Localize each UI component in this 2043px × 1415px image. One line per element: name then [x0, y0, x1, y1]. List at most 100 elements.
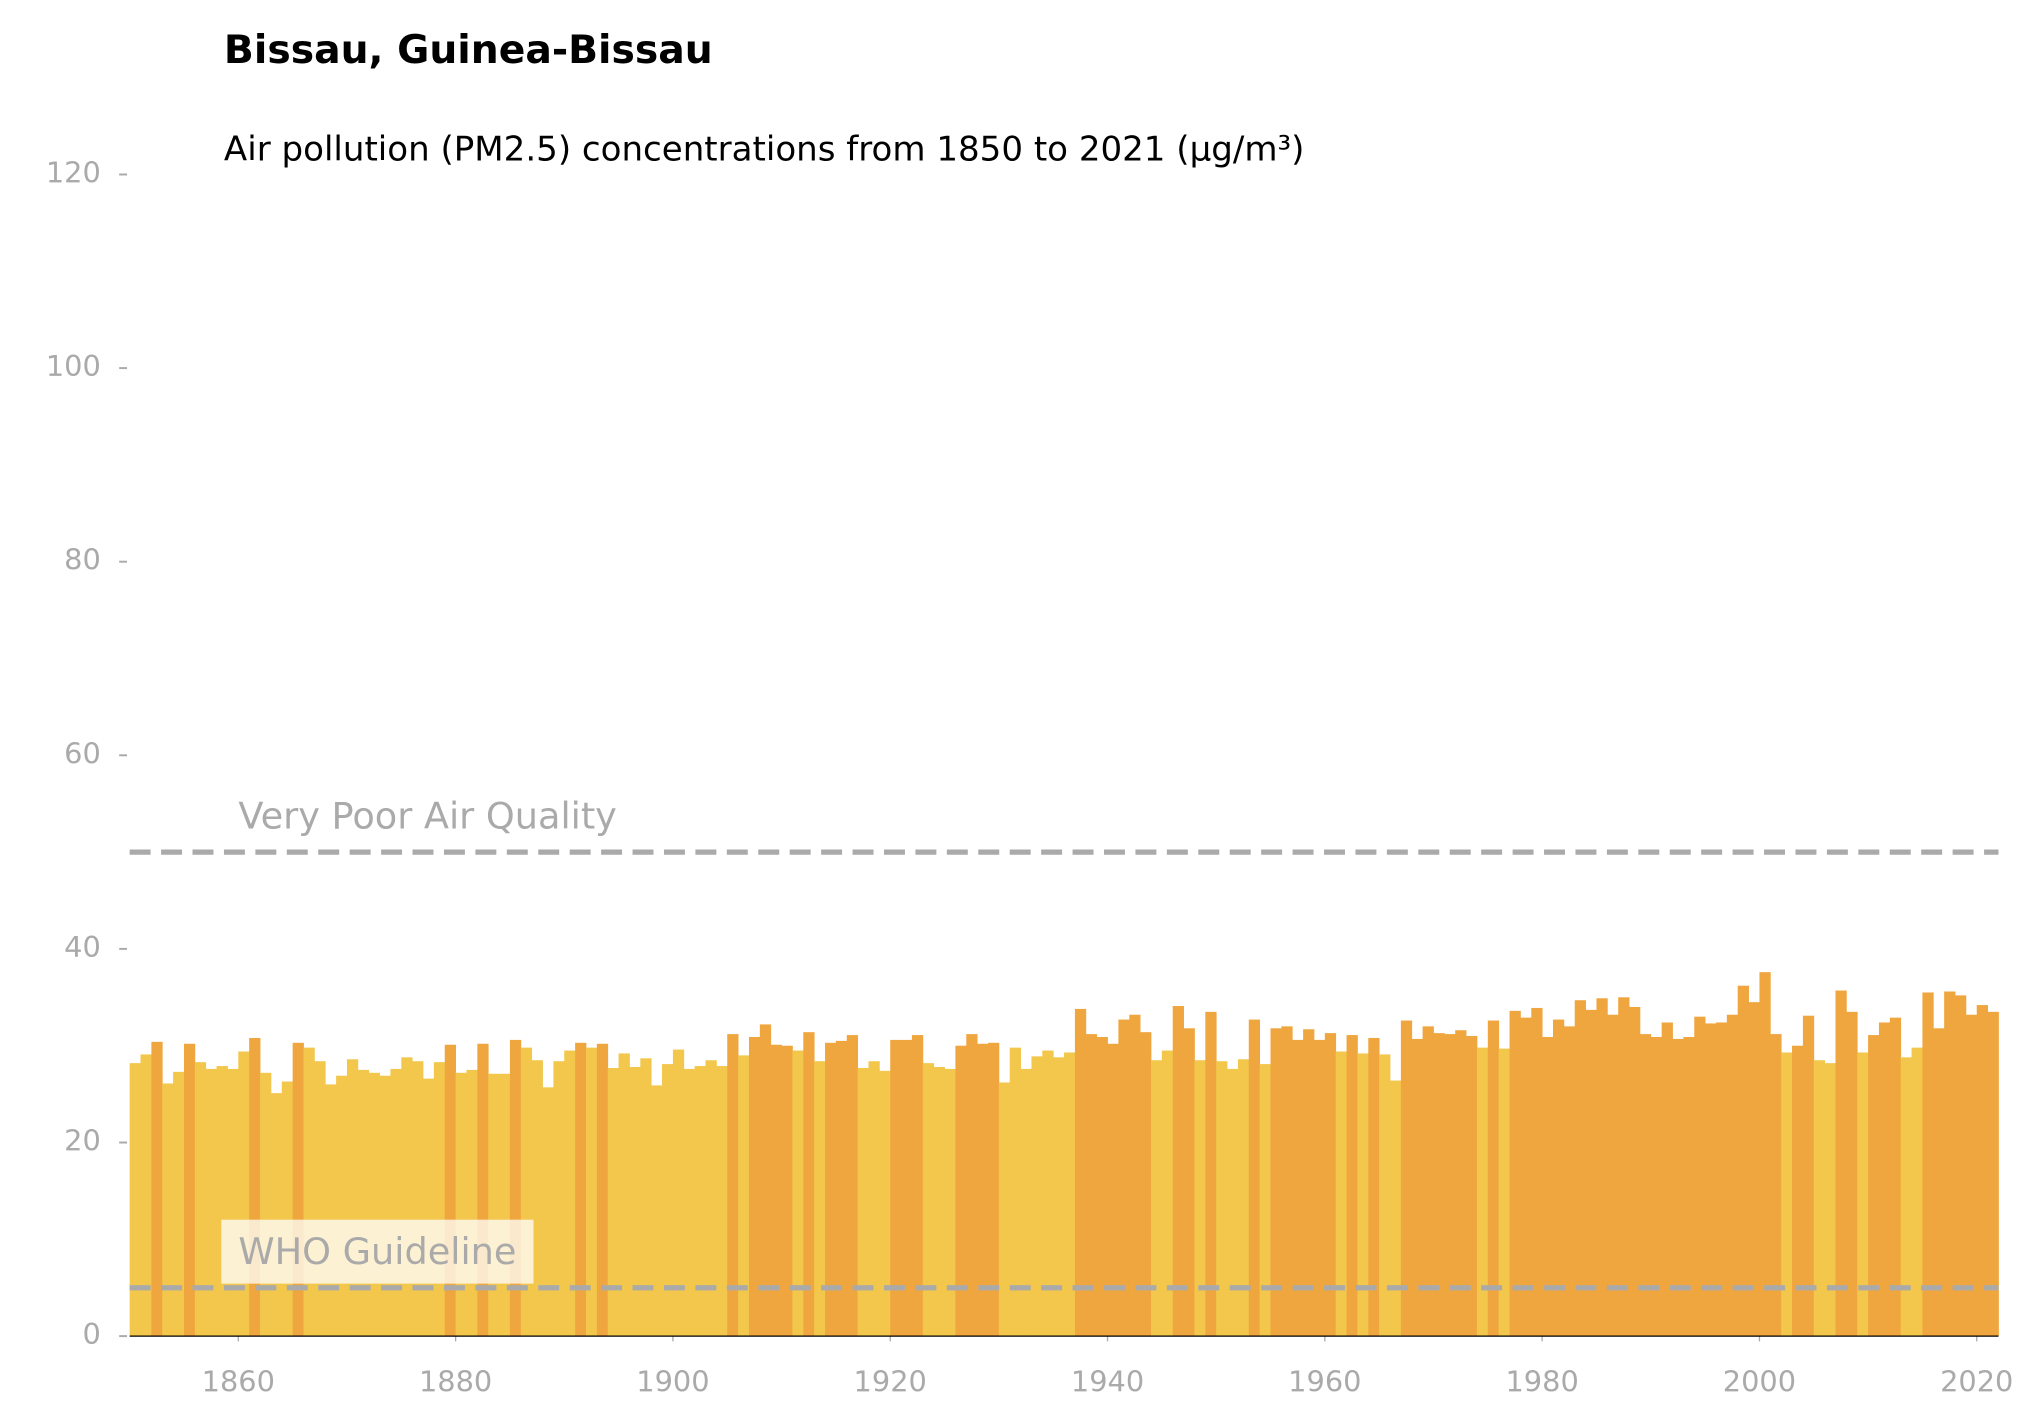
- bar: [1813, 1060, 1826, 1337]
- bar: [509, 1039, 522, 1337]
- bar: [1748, 1002, 1760, 1337]
- bar: [270, 1093, 283, 1337]
- bar: [1639, 1034, 1652, 1337]
- bar: [1216, 1061, 1228, 1337]
- bar: [716, 1066, 728, 1337]
- bar: [596, 1043, 609, 1337]
- bar: [1629, 1006, 1641, 1337]
- bar: [585, 1047, 598, 1337]
- bar: [1520, 1017, 1532, 1337]
- bar: [1324, 1033, 1337, 1337]
- bar: [1064, 1052, 1076, 1337]
- bar: [857, 1067, 869, 1337]
- bar: [1835, 990, 1847, 1337]
- bar: [694, 1066, 706, 1337]
- bar: [1107, 1043, 1119, 1337]
- bar: [1129, 1014, 1141, 1337]
- bar: [846, 1035, 859, 1337]
- y-tick-label: 100: [46, 349, 101, 383]
- bar: [292, 1042, 304, 1337]
- bar: [1607, 1014, 1619, 1337]
- bar: [1303, 1029, 1315, 1337]
- bar: [922, 1063, 935, 1337]
- bar: [325, 1084, 337, 1337]
- bar: [1205, 1011, 1217, 1337]
- bar: [640, 1058, 652, 1337]
- bar: [814, 1061, 826, 1337]
- bar: [1422, 1026, 1434, 1337]
- y-tick-label: 20: [64, 1124, 101, 1158]
- bar: [683, 1068, 696, 1337]
- bar: [1781, 1052, 1793, 1337]
- bar: [1183, 1028, 1195, 1337]
- bar: [629, 1067, 641, 1337]
- bar: [346, 1059, 359, 1337]
- bar: [1411, 1038, 1424, 1337]
- bar: [1227, 1068, 1239, 1337]
- reference-label: WHO Guideline: [238, 1230, 516, 1273]
- bar: [433, 1062, 446, 1337]
- bar: [336, 1075, 348, 1337]
- bar: [151, 1041, 163, 1337]
- bar: [1737, 985, 1749, 1337]
- bar: [357, 1069, 370, 1337]
- bar: [1020, 1068, 1032, 1337]
- bar: [1574, 1000, 1586, 1337]
- bar: [1172, 1006, 1184, 1337]
- bar: [1987, 1011, 1999, 1337]
- bar: [911, 1035, 924, 1337]
- y-tick-label: 120: [46, 155, 101, 189]
- bar: [520, 1047, 533, 1337]
- bar: [455, 1072, 467, 1337]
- bar: [868, 1061, 880, 1337]
- bar: [1270, 1028, 1282, 1337]
- bar: [1194, 1060, 1206, 1337]
- bar: [835, 1040, 848, 1337]
- bar: [901, 1039, 913, 1337]
- bar: [1683, 1036, 1695, 1337]
- bar: [607, 1067, 619, 1337]
- bar: [390, 1068, 402, 1337]
- bar: [792, 1050, 804, 1337]
- bar: [194, 1062, 207, 1337]
- x-tick-label: 1980: [1505, 1364, 1578, 1398]
- bar: [466, 1069, 478, 1337]
- bar: [1944, 991, 1956, 1337]
- x-tick-label: 1920: [854, 1364, 927, 1398]
- chart-subtitle: Air pollution (PM2.5) concentrations fro…: [224, 129, 1304, 169]
- bar: [1846, 1011, 1858, 1337]
- bar: [531, 1060, 543, 1337]
- bar: [1672, 1038, 1684, 1337]
- bar: [1542, 1036, 1554, 1337]
- bar: [1031, 1056, 1043, 1337]
- bar: [368, 1072, 380, 1337]
- bar: [998, 1082, 1011, 1337]
- bar: [1390, 1080, 1402, 1337]
- bar: [205, 1068, 217, 1337]
- bar: [281, 1081, 294, 1337]
- bar: [1379, 1054, 1391, 1337]
- bar: [1433, 1033, 1445, 1337]
- bar: [1085, 1034, 1098, 1337]
- bar: [1933, 1028, 1945, 1337]
- bar: [1955, 995, 1967, 1337]
- bar: [238, 1051, 250, 1337]
- x-tick-label: 1960: [1288, 1364, 1361, 1398]
- bar: [1248, 1019, 1261, 1337]
- bar: [401, 1057, 413, 1337]
- bar: [477, 1043, 489, 1337]
- bar: [1965, 1014, 1978, 1337]
- bar: [488, 1073, 500, 1337]
- bar: [1531, 1007, 1543, 1337]
- bar: [781, 1045, 793, 1337]
- bar: [748, 1036, 761, 1337]
- x-tick-label: 2000: [1723, 1364, 1796, 1398]
- chart-title: Bissau, Guinea-Bissau: [224, 28, 713, 73]
- bar: [140, 1054, 152, 1337]
- bar: [1281, 1026, 1293, 1337]
- bar: [1585, 1009, 1597, 1337]
- bar: [1335, 1051, 1347, 1337]
- bar: [1118, 1019, 1130, 1337]
- bar: [825, 1042, 837, 1337]
- bar: [1976, 1005, 1989, 1337]
